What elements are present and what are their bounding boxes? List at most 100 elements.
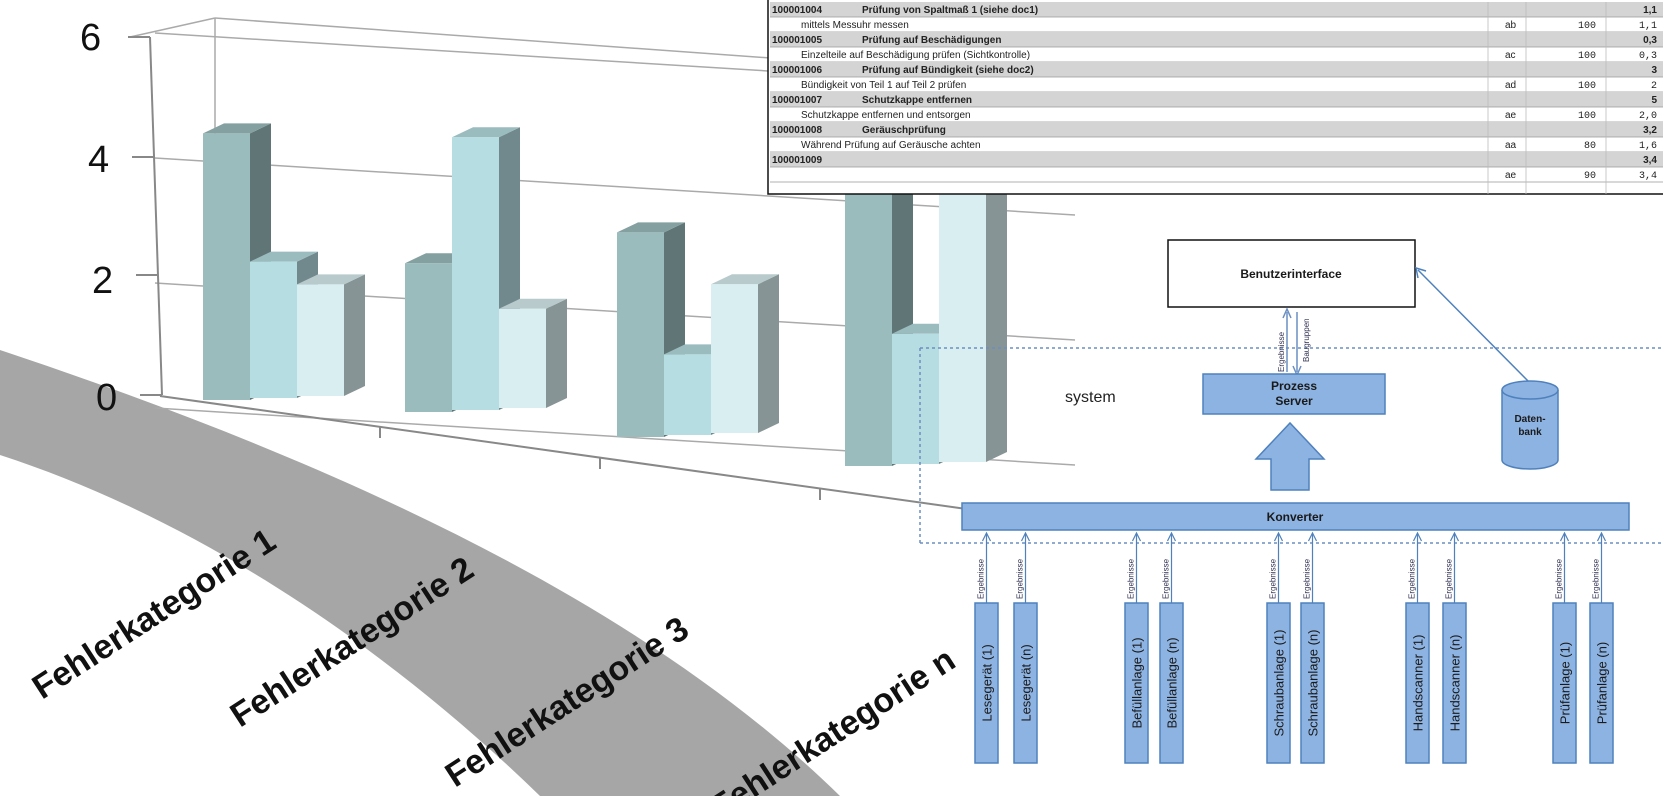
database-label: bank xyxy=(1518,427,1542,438)
process-server-label: Server xyxy=(1275,394,1313,408)
system-label: system xyxy=(1065,389,1116,406)
table-item-desc: Schutzkappe entfernen und entsorgen xyxy=(801,110,971,121)
table-item-value: 2,0 xyxy=(1639,111,1657,122)
device-label: Befüllanlage (1) xyxy=(1130,637,1145,728)
table-item-title: Prüfung von Spaltmaß 1 (siehe doc1) xyxy=(862,5,1038,16)
table-item-code: ae xyxy=(1505,110,1517,121)
device-box: Prüfanlage (n) Ergebnisse xyxy=(1589,531,1614,764)
device-box: Handscanner (1) Ergebnisse xyxy=(1405,531,1430,764)
table-header-row xyxy=(770,2,1663,17)
grey-curved-band xyxy=(0,350,840,796)
table-item-id: 100001009 xyxy=(772,155,822,166)
bar xyxy=(297,274,365,396)
table-item-value: 2 xyxy=(1651,81,1657,92)
device-box: Handscanner (n) Ergebnisse xyxy=(1442,531,1467,764)
table-item-desc: Während Prüfung auf Geräusche achten xyxy=(801,140,981,151)
device-box: Lesegerät (n) Ergebnisse xyxy=(1013,531,1038,764)
y-axis xyxy=(149,36,163,396)
bar-top xyxy=(711,274,779,285)
bar-front xyxy=(664,354,711,435)
device-flow-label: Ergebnisse xyxy=(1445,558,1454,599)
category-label: Fehlerkategorie 1 xyxy=(26,521,283,706)
y-tick-label: 6 xyxy=(80,17,101,59)
y-tick-label: 2 xyxy=(92,260,113,302)
table-header-row xyxy=(770,152,1663,167)
y-tick-label: 0 xyxy=(96,377,117,419)
table-item-pct: 100 xyxy=(1578,21,1596,32)
table-item-total: 5 xyxy=(1651,95,1657,106)
device-box: Schraubanlage (1) Ergebnisse xyxy=(1266,531,1291,764)
table-item-desc: Bündigkeit von Teil 1 auf Teil 2 prüfen xyxy=(801,80,966,91)
bar-front xyxy=(499,308,546,408)
bar-front xyxy=(297,284,344,396)
device-flow-label: Ergebnisse xyxy=(1127,558,1136,599)
device-label: Befüllanlage (n) xyxy=(1165,637,1180,728)
bar-front xyxy=(405,263,452,412)
device-label: Lesegerät (n) xyxy=(1019,644,1034,721)
table-header-row xyxy=(770,122,1663,137)
converter-label: Konverter xyxy=(1267,510,1324,524)
bar-top xyxy=(499,298,567,309)
table-item-code: ab xyxy=(1505,20,1517,31)
side-wall-top xyxy=(129,17,216,38)
device-arrowhead xyxy=(1131,531,1142,542)
database-cylinder xyxy=(1501,390,1559,470)
table-item-pct: 100 xyxy=(1578,111,1596,122)
table-item-value: 3,4 xyxy=(1639,171,1657,182)
table-item-title: Geräuschprüfung xyxy=(862,125,946,136)
table-item-value: 0,3 xyxy=(1639,51,1657,62)
bar-top xyxy=(297,274,365,285)
table-item-title: Prüfung auf Beschädigungen xyxy=(862,35,1001,46)
device-flow-label: Ergebnisse xyxy=(1592,558,1601,599)
database-label: Daten- xyxy=(1514,414,1545,425)
flow-results-label: Ergebnisse xyxy=(1277,331,1286,372)
table-item-desc: mittels Messuhr messen xyxy=(801,20,909,31)
device-flow-label: Ergebnisse xyxy=(1016,558,1025,599)
table-item-pct: 100 xyxy=(1578,81,1596,92)
table-item-total: 3,2 xyxy=(1643,125,1657,136)
bar-top xyxy=(617,222,685,233)
device-label: Lesegerät (1) xyxy=(980,644,995,721)
device-arrowhead xyxy=(1412,531,1423,542)
device-arrowhead xyxy=(981,531,992,542)
table-item-value: 1,1 xyxy=(1639,21,1657,32)
table-header-row xyxy=(770,32,1663,47)
table-header-row xyxy=(770,62,1663,77)
table-item-code: ae xyxy=(1505,170,1517,181)
device-arrowhead xyxy=(1559,531,1570,542)
y-tick-label: 4 xyxy=(88,139,109,181)
bar-group xyxy=(203,123,1007,466)
flow-up-arrowhead xyxy=(1282,307,1292,319)
table-item-total: 3,4 xyxy=(1643,155,1657,166)
device-box: Lesegerät (1) Ergebnisse xyxy=(974,531,999,764)
table-item-title: Schutzkappe entfernen xyxy=(862,95,972,106)
bar-top xyxy=(203,123,271,134)
table-item-total: 1,1 xyxy=(1643,5,1657,16)
bar-front xyxy=(250,261,297,398)
database-cylinder-top xyxy=(1501,380,1559,400)
device-arrowhead xyxy=(1273,531,1284,542)
device-label: Schraubanlage (n) xyxy=(1306,630,1321,737)
table-header-row xyxy=(770,92,1663,107)
database-link-arrowhead xyxy=(1415,266,1427,279)
table-item-total: 3 xyxy=(1651,65,1657,76)
table-item-id: 100001008 xyxy=(772,125,822,136)
device-box: Befüllanlage (n) Ergebnisse xyxy=(1159,531,1184,764)
device-arrowhead xyxy=(1596,531,1607,542)
bar-front xyxy=(939,164,986,462)
device-flow-label: Ergebnisse xyxy=(1162,558,1171,599)
grid-line-4 xyxy=(154,157,1076,216)
inspection-table: 100001004 Prüfung von Spaltmaß 1 (siehe d… xyxy=(767,0,1663,195)
bar-side xyxy=(546,298,567,408)
device-flow-label: Ergebnisse xyxy=(977,558,986,599)
table-item-total: 0,3 xyxy=(1643,35,1657,46)
bar-front xyxy=(203,133,250,400)
bar-side xyxy=(758,274,779,433)
process-server-box xyxy=(1202,373,1386,415)
device-flow-label: Ergebnisse xyxy=(1408,558,1417,599)
table-item-code: aa xyxy=(1505,140,1517,151)
device-label: Schraubanlage (1) xyxy=(1272,630,1287,737)
device-row: Lesegerät (1) Ergebnisse Lesegerät (n) Erge… xyxy=(974,531,1614,764)
table-item-id: 100001005 xyxy=(772,35,822,46)
